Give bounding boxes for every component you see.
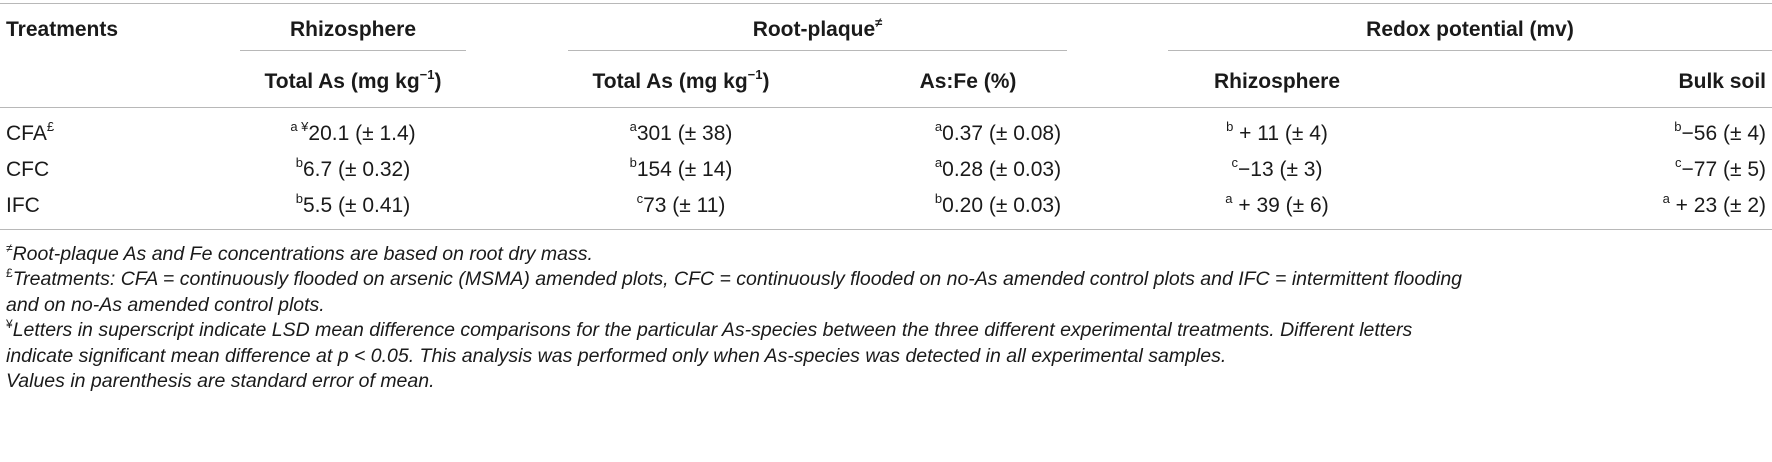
redox-rhizosphere-cell: b + 11 (± 4) — [1168, 119, 1386, 147]
footnote-text: Treatments: CFA = continuously flooded o… — [12, 268, 1463, 291]
footnote-text: Letters in superscript indicate LSD mean… — [12, 319, 1413, 342]
footnote-letters: ¥Letters in superscript indicate LSD mea… — [6, 318, 1766, 343]
significance-letter: b — [629, 155, 637, 170]
header-redox-group: Redox potential (mv) — [1366, 18, 1574, 41]
redox-bulk-soil-cell: b−56 (± 4) — [1500, 119, 1766, 147]
footnote-root-plaque: ≠Root-plaque As and Fe concentrations ar… — [6, 242, 1766, 267]
rhizo-total-as-cell: b6.7 (± 0.32) — [240, 155, 466, 183]
cell-value: 73 (± 11) — [643, 194, 726, 217]
significance-letter: c — [1231, 155, 1239, 170]
table-footnotes: ≠Root-plaque As and Fe concentrations ar… — [6, 242, 1766, 394]
footnote-mark: ¥ — [6, 316, 13, 331]
unit-label: Total As (mg kg — [264, 70, 420, 93]
significance-letter: b — [1226, 119, 1234, 134]
cell-value: + 39 (± 6) — [1232, 194, 1329, 217]
root-plaque-group-rule — [568, 50, 1067, 51]
cell-value: −56 (± 4) — [1681, 122, 1766, 145]
cell-value: 20.1 (± 1.4) — [308, 122, 416, 145]
significance-letter: b — [295, 191, 303, 206]
unit-exponent: −1 — [419, 67, 435, 82]
header-treatments: Treatments — [6, 18, 119, 41]
cell-value: + 23 (± 2) — [1669, 194, 1766, 217]
header-plaque-total-as: Total As (mg kg−1) — [568, 67, 794, 95]
cell-value: 154 (± 14) — [636, 158, 733, 181]
footnote-mark: £ — [6, 265, 13, 280]
plaque-total-as-cell: c73 (± 11) — [568, 191, 794, 219]
as-fe-cell: a0.37 (± 0.08) — [868, 119, 1128, 147]
treatment-name: IFC — [6, 194, 40, 217]
redox-bulk-soil-cell: a + 23 (± 2) — [1500, 191, 1766, 219]
header-rhizosphere-group: Rhizosphere — [289, 18, 417, 41]
significance-letter: a — [629, 119, 637, 134]
cell-value: 301 (± 38) — [636, 122, 733, 145]
header-redox-rhizosphere: Rhizosphere — [1213, 70, 1341, 93]
significance-letter: a — [1662, 191, 1670, 206]
footnote-letters-continued: indicate significant mean difference at … — [6, 344, 1227, 367]
significance-letter: b — [1674, 119, 1682, 134]
rhizosphere-group-rule — [240, 50, 466, 51]
significance-letter: a — [934, 119, 943, 134]
significance-letter: c — [636, 191, 644, 206]
significance-letter: c — [1675, 155, 1682, 170]
treatment-name: CFA — [6, 122, 47, 145]
unit-close: ) — [434, 70, 442, 93]
header-root-plaque-group: Root-plaque≠ — [568, 15, 1067, 43]
plaque-total-as-cell: a301 (± 38) — [568, 119, 794, 147]
significance-letter: a ¥ — [290, 119, 309, 134]
significance-letter: a — [934, 155, 943, 170]
header-bottom-rule — [0, 107, 1772, 108]
treatment-name: CFC — [6, 158, 50, 181]
cell-value: −13 (± 3) — [1238, 158, 1323, 181]
cell-value: 5.5 (± 0.41) — [302, 194, 411, 217]
redox-bulk-soil-cell: c−77 (± 5) — [1500, 155, 1766, 183]
cell-value: 0.28 (± 0.03) — [942, 158, 1062, 181]
rhizo-total-as-cell: a ¥20.1 (± 1.4) — [240, 119, 466, 147]
table-bottom-rule — [0, 229, 1772, 230]
cell-value: + 11 (± 4) — [1233, 122, 1328, 145]
root-plaque-footnote-mark: ≠ — [875, 15, 883, 30]
cell-value: −77 (± 5) — [1681, 158, 1766, 181]
redox-rhizosphere-cell: c−13 (± 3) — [1168, 155, 1386, 183]
header-as-fe: As:Fe (%) — [919, 70, 1017, 93]
significance-letter: b — [295, 155, 303, 170]
cell-value: 0.37 (± 0.08) — [942, 122, 1062, 145]
footnote-treatments: £Treatments: CFA = continuously flooded … — [6, 267, 1766, 292]
footnote-treatments-continued: and on no-As amended control plots. — [6, 293, 325, 316]
cell-value: 0.20 (± 0.03) — [942, 194, 1062, 217]
cell-value: 6.7 (± 0.32) — [302, 158, 411, 181]
plaque-total-as-cell: b154 (± 14) — [568, 155, 794, 183]
treatment-cell: IFC — [6, 193, 40, 219]
unit-close: ) — [762, 70, 770, 93]
treatment-cell: CFA£ — [6, 119, 55, 147]
treatment-cell: CFC — [6, 157, 49, 183]
redox-group-rule — [1168, 50, 1772, 51]
significance-letter: a — [1225, 191, 1233, 206]
footnote-mark: ≠ — [6, 240, 13, 255]
footnote-text: Root-plaque As and Fe concentrations are… — [12, 243, 593, 265]
treatment-footnote-mark: £ — [46, 119, 55, 134]
root-plaque-label: Root-plaque — [752, 18, 876, 41]
significance-letter: b — [934, 191, 943, 206]
footnote-standard-error: Values in parenthesis are standard error… — [6, 370, 435, 393]
as-fe-cell: a0.28 (± 0.03) — [868, 155, 1128, 183]
redox-rhizosphere-cell: a + 39 (± 6) — [1168, 191, 1386, 219]
unit-exponent: −1 — [747, 67, 763, 82]
as-fe-cell: b0.20 (± 0.03) — [868, 191, 1128, 219]
header-rhizo-total-as: Total As (mg kg−1) — [240, 67, 466, 95]
unit-label: Total As (mg kg — [592, 70, 748, 93]
rhizo-total-as-cell: b5.5 (± 0.41) — [240, 191, 466, 219]
header-redox-bulk-soil: Bulk soil — [1678, 70, 1766, 93]
top-rule — [0, 3, 1772, 4]
